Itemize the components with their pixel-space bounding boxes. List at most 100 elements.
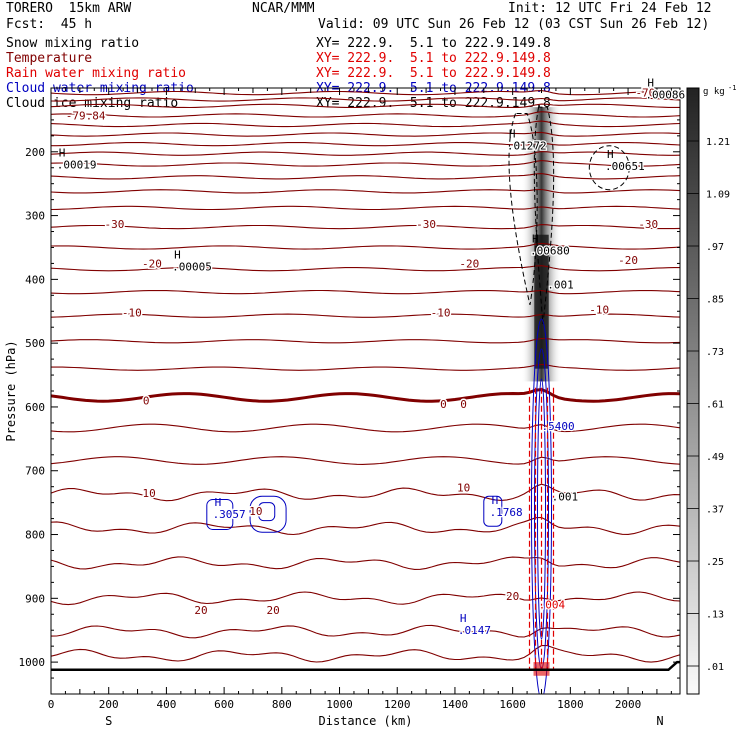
temperature-isotherm (51, 387, 680, 403)
cloud-water-contour (206, 498, 234, 530)
extremum-value: .00019 (57, 159, 97, 172)
legend-snow: Snow mixing ratio (6, 36, 140, 51)
cloud-water-contour (483, 495, 503, 527)
extremum-value: .004 (539, 599, 566, 612)
forecast-hour: Fcst: 45 h (6, 17, 93, 32)
colorbar-units-exponent: -1 (728, 84, 736, 92)
temperature-contour-label: 20 (267, 604, 280, 617)
temperature-isotherm (51, 624, 680, 639)
temperature-isotherm (51, 160, 680, 167)
temperature-isotherm (51, 483, 680, 502)
temperature-contour-label: 0 (440, 398, 447, 411)
colorbar-label: .61 (706, 400, 724, 411)
colorbar-label: .01 (706, 662, 724, 673)
temperature-isotherm (51, 103, 680, 109)
temperature-isotherm (51, 97, 680, 102)
legend-temperature: Temperature (6, 51, 93, 66)
temperature-isotherm (51, 224, 680, 230)
y-tick-label: 800 (25, 529, 45, 542)
extremum-marker: H (647, 76, 654, 89)
temperature-isotherm (51, 289, 680, 295)
temperature-contour-label: -30 (638, 218, 658, 231)
colorbar-label: 1.09 (706, 190, 730, 201)
temperature-contour-label: -10 (589, 303, 609, 316)
legend-cloud-ice: Cloud ice mixing ratio (6, 96, 179, 111)
cloud-ice-contour (533, 106, 555, 325)
init-time: Init: 12 UTC Fri 24 Feb 12 (508, 1, 712, 16)
temperature-isotherm (51, 313, 680, 318)
y-tick-label: 500 (25, 337, 45, 350)
temperature-isotherm (51, 131, 680, 137)
temperature-isotherm (51, 141, 680, 147)
colorbar-label: .25 (706, 557, 724, 568)
y-tick-label: 200 (25, 146, 45, 159)
temperature-contour-label: -20 (459, 257, 479, 270)
x-tick-label: 0 (48, 698, 55, 711)
temperature-contour-label: 0 (143, 395, 150, 408)
extremum-marker: H (492, 494, 499, 507)
colorbar (686, 87, 700, 695)
temperature-isotherm (51, 265, 680, 272)
temperature-isotherm (51, 111, 680, 118)
y-tick-label: 600 (25, 401, 45, 414)
extremum-value: .00005 (172, 261, 212, 274)
x-tick-label: 200 (99, 698, 119, 711)
extremum-marker: H (509, 127, 516, 140)
extremum-value: .5400 (542, 420, 575, 433)
temperature-isotherm (51, 556, 680, 570)
temperature-contour-label: -20 (618, 254, 638, 267)
temperature-contour-label: -79.84 (66, 109, 106, 122)
cloud-water-contour (249, 495, 287, 533)
extremum-marker: H (532, 233, 539, 246)
temperature-isotherm (51, 120, 680, 128)
temperature-contour-label: 0 (460, 398, 467, 411)
x-tick-label: 1400 (442, 698, 469, 711)
temperature-contour-label: 10 (142, 487, 155, 500)
temperature-contour-label: -10 (122, 307, 142, 320)
x-tick-label: 1200 (384, 698, 411, 711)
x-end-label-right: N (656, 714, 663, 728)
x-axis-title: Distance (km) (319, 714, 413, 728)
legend-snow-xy: XY= 222.9. 5.1 to 222.9.149.8 (316, 36, 551, 51)
temperature-contour-label: -10 (431, 307, 451, 320)
cloud-water-contour (537, 378, 547, 640)
extremum-value: .001 (547, 278, 574, 291)
extremum-value: .00086 (645, 88, 685, 101)
colorbar-units: g kg (703, 87, 725, 97)
center-title: NCAR/MMM (252, 1, 315, 16)
temperature-isotherm (51, 188, 680, 194)
temperature-isotherm (51, 151, 680, 156)
cloud-ice-contour (588, 145, 630, 191)
temperature-isotherm (51, 591, 680, 606)
temperature-isotherm (51, 645, 680, 663)
x-tick-label: 2000 (615, 698, 642, 711)
temperature-isotherm (51, 242, 680, 250)
x-tick-label: 1600 (499, 698, 526, 711)
extremum-value: .0147 (458, 624, 491, 637)
x-tick-label: 1000 (326, 698, 353, 711)
extremum-marker: H (607, 148, 614, 161)
temperature-contour-label: -70 (635, 86, 655, 99)
temperature-isotherm (51, 516, 680, 536)
extremum-value: .00680 (530, 245, 570, 258)
x-tick-label: 600 (214, 698, 234, 711)
colorbar-label: .13 (706, 610, 724, 621)
cloud-water-contour (258, 502, 276, 522)
temperature-isotherm (51, 205, 680, 211)
temperature-isotherm (51, 337, 680, 344)
legend-rain: Rain water mixing ratio (6, 66, 187, 81)
extremum-value: .1768 (490, 506, 523, 519)
temperature-isotherm (51, 90, 680, 96)
y-tick-label: 300 (25, 210, 45, 223)
temperature-contour-label: -20 (142, 257, 162, 270)
cloud-ice-contour (508, 113, 538, 305)
temperature-contour-label: 20 (506, 590, 519, 603)
extremum-value: .3057 (213, 508, 246, 521)
colorbar-label: .85 (706, 295, 724, 306)
terrain-surface (51, 660, 680, 672)
colorbar-label: .37 (706, 505, 724, 516)
y-tick-label: 900 (25, 592, 45, 605)
temperature-isotherm (51, 423, 680, 433)
colorbar-label: .49 (706, 452, 724, 463)
